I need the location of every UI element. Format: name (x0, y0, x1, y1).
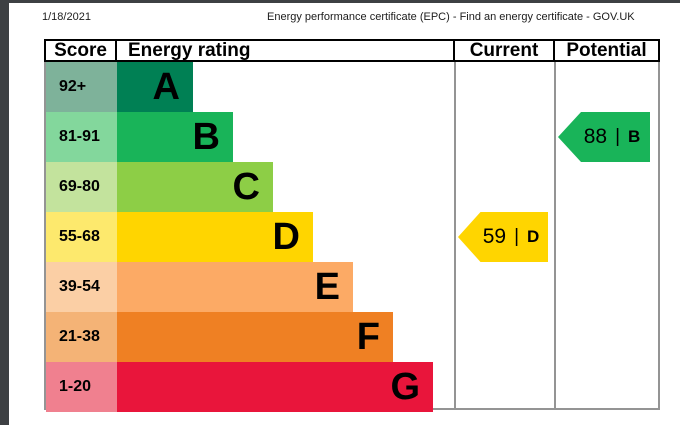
print-date: 1/18/2021 (42, 11, 91, 23)
potential-column-header: Potential (553, 39, 660, 62)
band-score-range-e: 39-54 (46, 262, 117, 312)
band-score-range-a: 92+ (46, 62, 117, 112)
window-top-edge (0, 0, 680, 3)
band-score-range-b: 81-91 (46, 112, 117, 162)
rating-column-header: Energy rating (115, 39, 455, 62)
potential-rating-band: B (628, 127, 641, 146)
band-bar-a: A (117, 62, 193, 112)
current-rating-separator: | (514, 226, 519, 247)
band-bar-g: G (117, 362, 433, 412)
epc-band-row-e: 39-54 E (46, 262, 658, 312)
epc-band-row-c: 69-80 C (46, 162, 658, 212)
band-score-range-g: 1-20 (46, 362, 117, 412)
band-bar-b: B (117, 112, 233, 162)
band-score-range-f: 21-38 (46, 312, 117, 362)
band-score-range-c: 69-80 (46, 162, 117, 212)
current-rating-band: D (527, 227, 540, 246)
epc-band-row-d: 55-68 D (46, 212, 658, 262)
epc-rating-chart: Score Energy rating Current Potential 92… (44, 39, 660, 412)
potential-column-divider (554, 60, 556, 410)
current-rating-value: 59 (482, 225, 507, 248)
band-bar-e: E (117, 262, 353, 312)
band-bar-c: C (117, 162, 273, 212)
current-column-header: Current (453, 39, 555, 62)
score-column-header: Score (44, 39, 117, 62)
table-border-left (44, 60, 46, 410)
epc-band-row-b: 81-91 B (46, 112, 658, 162)
band-bar-f: F (117, 312, 393, 362)
epc-band-row-a: 92+ A (46, 62, 658, 112)
potential-rating-value: 88 (583, 125, 608, 148)
window-left-edge (0, 0, 9, 425)
current-column-divider (454, 60, 456, 410)
epc-band-row-g: 1-20 G (46, 362, 658, 412)
band-score-range-d: 55-68 (46, 212, 117, 262)
band-bar-d: D (117, 212, 313, 262)
print-page-title: Energy performance certificate (EPC) - F… (267, 11, 635, 23)
potential-rating-separator: | (615, 126, 620, 147)
table-border-right (658, 60, 660, 410)
epc-band-row-f: 21-38 F (46, 312, 658, 362)
epc-band-rows: 92+ A 81-91 B 69-80 C 55-68 D 39-54 E 21-38 F 1-20 G (46, 62, 658, 412)
